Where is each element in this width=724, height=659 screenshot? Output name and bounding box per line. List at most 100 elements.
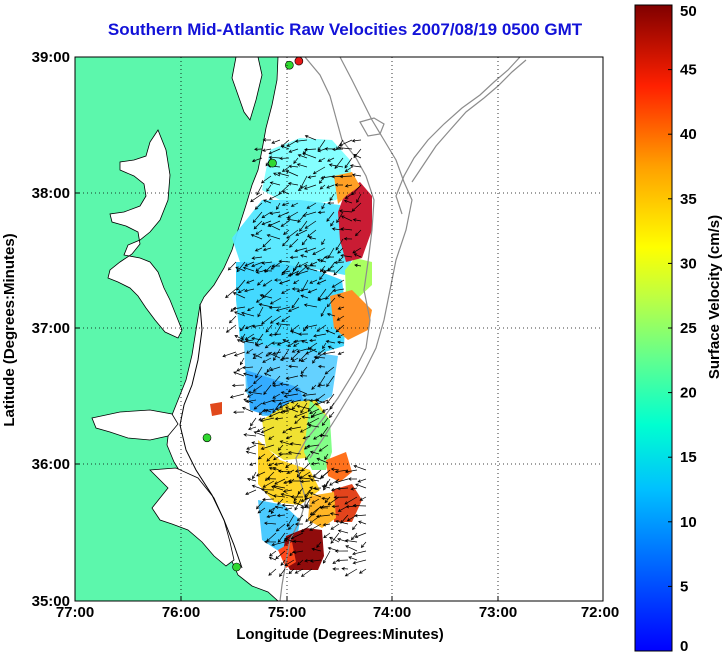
velocity-arrow xyxy=(309,523,322,531)
velocity-arrow xyxy=(279,568,286,577)
velocity-arrow xyxy=(344,157,353,169)
velocity-arrow xyxy=(324,255,335,259)
velocity-arrow xyxy=(338,256,344,262)
velocity-arrow xyxy=(252,384,263,392)
velocity-arrow xyxy=(295,229,308,236)
velocity-arrow xyxy=(304,559,313,563)
velocity-arrow xyxy=(345,545,358,552)
velocity-arrow xyxy=(283,393,299,398)
velocity-arrow xyxy=(352,523,358,531)
velocity-arrow xyxy=(316,457,329,464)
velocity-arrow xyxy=(302,152,317,159)
velocity-arrow xyxy=(251,261,264,268)
velocity-arrow xyxy=(231,383,245,388)
velocity-arrow xyxy=(331,504,340,509)
velocity-arrow xyxy=(321,496,329,501)
velocity-arrow xyxy=(273,453,284,461)
velocity-arrow xyxy=(281,315,291,322)
velocity-arrow xyxy=(319,270,327,281)
velocity-arrow xyxy=(317,210,326,215)
velocity-arrow xyxy=(281,202,290,207)
velocity-arrow xyxy=(242,365,254,370)
velocity-arrow xyxy=(281,288,291,294)
colorbar-tick-label: 50 xyxy=(680,3,697,20)
velocity-arrow xyxy=(338,146,353,150)
velocity-arrow xyxy=(268,155,281,160)
velocity-arrow xyxy=(311,384,317,390)
velocity-arrow xyxy=(244,324,255,330)
velocity-arrow xyxy=(300,175,308,189)
velocity-arrow xyxy=(312,166,326,175)
velocity-arrow xyxy=(317,348,326,355)
velocity-arrow xyxy=(294,417,302,424)
velocity-arrow xyxy=(323,532,331,539)
velocity-arrow xyxy=(259,293,273,299)
velocity-arrow xyxy=(347,477,358,481)
velocity-arrow xyxy=(271,399,284,403)
velocity-arrow xyxy=(247,390,263,395)
station-marker xyxy=(285,60,294,70)
velocity-arrow xyxy=(243,372,254,377)
velocity-arrow xyxy=(334,549,349,553)
velocity-arrow xyxy=(360,541,367,549)
velocity-arrow xyxy=(303,147,317,152)
velocity-arrow xyxy=(252,324,264,329)
velocity-arrow xyxy=(245,338,254,343)
velocity-arrow xyxy=(309,408,320,415)
velocity-arrow xyxy=(289,255,299,260)
velocity-arrow xyxy=(261,315,273,325)
velocity-arrow xyxy=(280,220,290,227)
velocity-arrow xyxy=(272,393,281,399)
velocity-arrow xyxy=(233,371,245,377)
velocity-arrow xyxy=(290,351,300,361)
velocity-arrow xyxy=(316,384,326,388)
velocity-arrow xyxy=(285,170,299,177)
velocity-arrow xyxy=(316,324,327,332)
velocity-arrow xyxy=(297,261,309,268)
velocity-arrow xyxy=(317,364,326,369)
velocity-arrow xyxy=(263,384,272,395)
y-tick-label: 36:00 xyxy=(32,456,70,473)
velocity-arrow xyxy=(301,462,311,472)
velocity-arrow xyxy=(269,211,281,215)
velocity-arrow xyxy=(315,399,329,406)
velocity-arrow xyxy=(271,541,286,547)
velocity-arrow xyxy=(298,332,309,336)
station-marker xyxy=(232,562,241,572)
velocity-arrow xyxy=(311,411,326,418)
velocity-arrow xyxy=(324,366,335,375)
velocity-arrow xyxy=(241,311,255,317)
colorbar-tick-label: 45 xyxy=(680,62,697,79)
velocity-arrow xyxy=(293,339,308,344)
velocity-arrow xyxy=(251,157,263,163)
velocity-arrow xyxy=(312,486,322,491)
velocity-arrow xyxy=(350,487,358,491)
velocity-arrow xyxy=(281,503,295,507)
velocity-arrow xyxy=(225,288,237,299)
velocity-arrow xyxy=(337,333,345,338)
velocity-arrow xyxy=(320,269,336,273)
velocity-arrow xyxy=(300,366,308,375)
velocity-arrow xyxy=(317,297,327,302)
velocity-arrow xyxy=(287,514,295,527)
velocity-arrow xyxy=(313,435,320,440)
velocity-arrow xyxy=(300,568,313,577)
velocity-arrow xyxy=(329,512,340,516)
velocity-arrow xyxy=(275,523,286,532)
velocity-arrow xyxy=(255,366,263,379)
velocity-arrow xyxy=(327,201,335,205)
velocity-arrow xyxy=(334,478,349,484)
velocity-arrow xyxy=(309,261,318,266)
albemarle-sound xyxy=(91,409,179,441)
velocity-arrow xyxy=(352,247,362,254)
velocity-arrow xyxy=(337,340,345,345)
velocity-arrow xyxy=(264,540,277,544)
velocity-arrow xyxy=(324,147,335,151)
velocity-arrow xyxy=(297,559,304,566)
colorbar-tick-label: 30 xyxy=(680,255,697,272)
velocity-arrow xyxy=(279,440,293,446)
velocity-arrow xyxy=(281,270,291,274)
velocity-arrow xyxy=(282,238,290,247)
velocity-arrow xyxy=(268,435,275,440)
